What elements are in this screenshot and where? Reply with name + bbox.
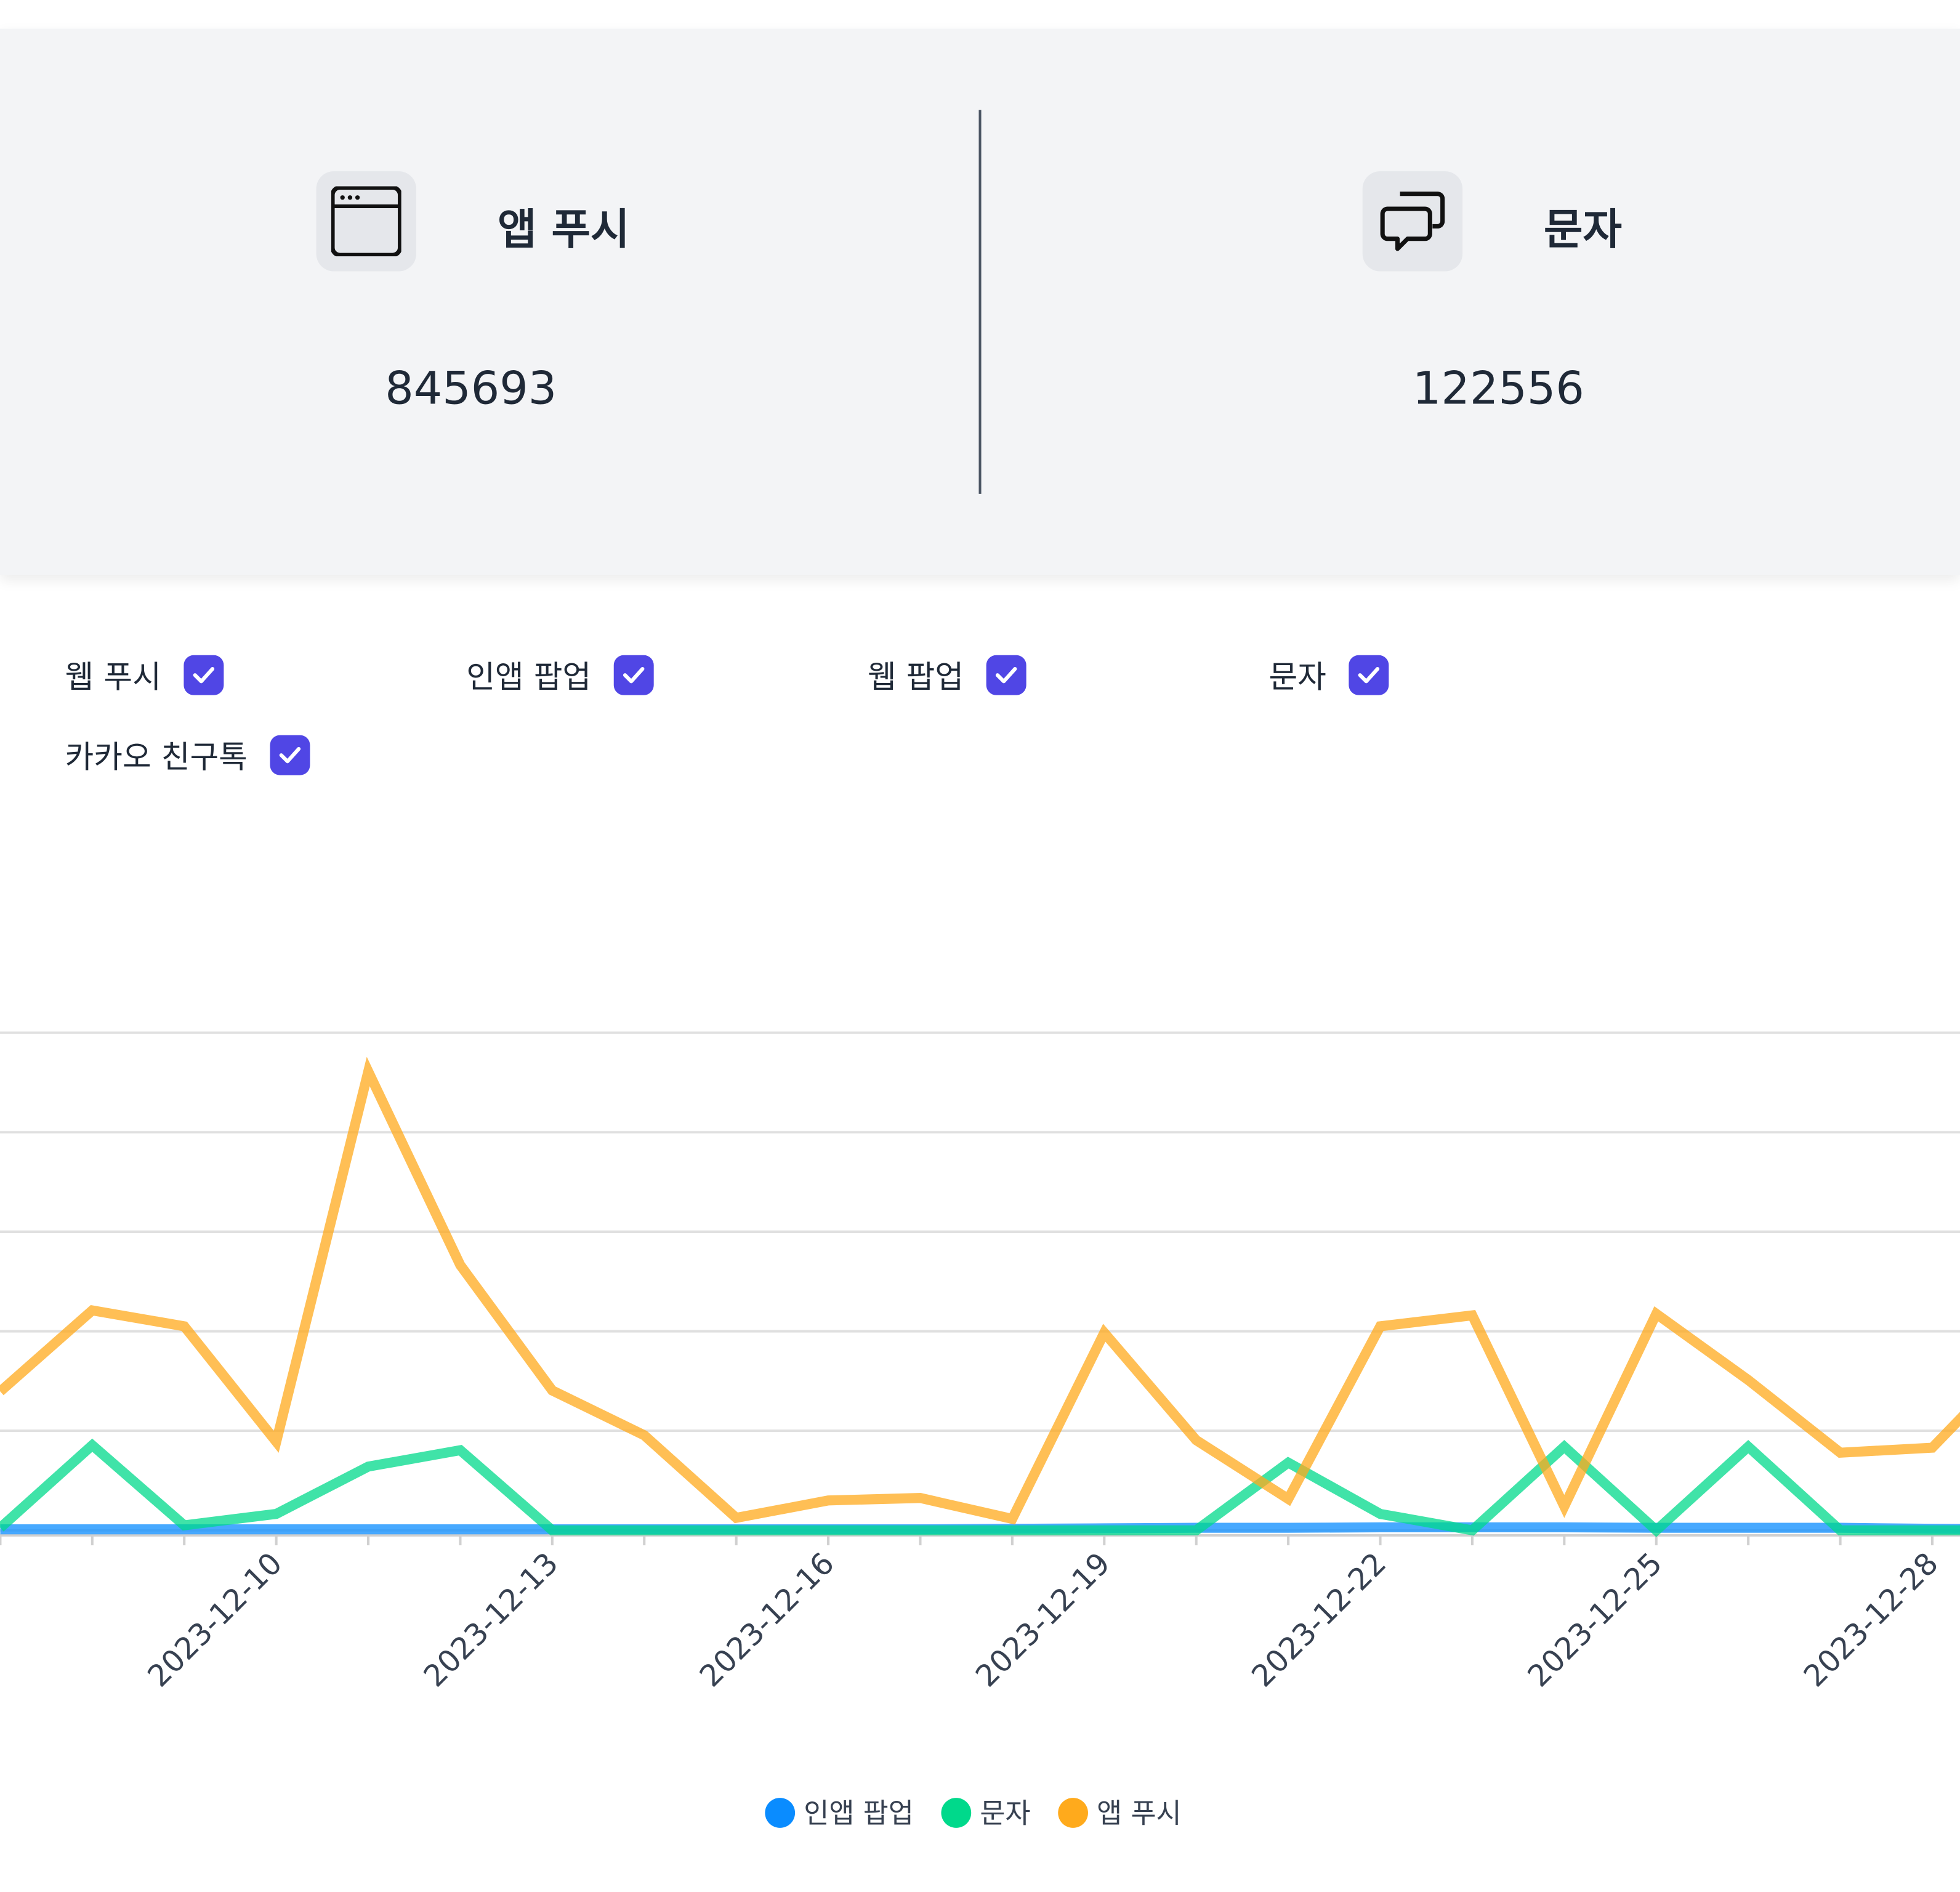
card-icon <box>1362 171 1463 272</box>
card-value: 845693 <box>385 363 557 415</box>
divider <box>978 110 982 494</box>
x-tick-label: 2023-12-19 <box>969 1546 1117 1694</box>
filter-option[interactable]: 문자 <box>1268 653 1389 698</box>
series-line <box>0 1056 1960 1525</box>
filter-label: 카카오 친구톡 <box>65 738 248 775</box>
summary-card: 문자 122556 <box>1000 29 1950 575</box>
filter-label: 인앱 팝업 <box>466 658 592 695</box>
x-tick-label: 2023-12-25 <box>1522 1546 1669 1694</box>
summary-card: 앱 푸시 845693 <box>0 29 950 575</box>
legend-label: 인앱 팝업 <box>804 1798 914 1830</box>
card-icon <box>316 171 416 272</box>
checkbox[interactable] <box>1349 655 1389 695</box>
card-value: 122556 <box>1412 363 1584 415</box>
x-tick-label: 2023-12-13 <box>417 1546 565 1694</box>
filter-option[interactable]: 카카오 친구톡 <box>65 733 310 778</box>
card-label: 문자 <box>1544 204 1623 256</box>
checkbox[interactable] <box>986 655 1026 695</box>
checkbox[interactable] <box>183 655 224 695</box>
x-tick-label: 2023-12-10 <box>141 1546 289 1694</box>
legend-label: 문자 <box>980 1798 1030 1830</box>
legend-marker <box>765 1798 796 1828</box>
checkbox[interactable] <box>613 655 654 695</box>
filter-label: 웹 푸시 <box>65 658 161 695</box>
x-tick-label: 2023-12-28 <box>1797 1546 1945 1694</box>
filter-label: 문자 <box>1268 658 1326 695</box>
filter-option[interactable]: 웹 푸시 <box>65 653 224 698</box>
filter-label: 웹 팝업 <box>867 658 964 695</box>
filter-option[interactable]: 웹 팝업 <box>868 653 1026 698</box>
x-tick-label: 2023-12-22 <box>1245 1546 1393 1694</box>
legend-marker <box>1058 1798 1088 1828</box>
series-line <box>0 1438 1960 1537</box>
filter-option[interactable]: 인앱 팝업 <box>466 653 654 698</box>
summary-panel: 앱 푸시 845693 문자 122556 <box>0 28 1960 575</box>
card-label: 앱 푸시 <box>497 204 630 256</box>
checkbox[interactable] <box>270 735 310 775</box>
x-tick-label: 2023-12-16 <box>693 1546 841 1694</box>
legend-label: 앱 푸시 <box>1097 1798 1181 1830</box>
legend-marker <box>941 1798 972 1828</box>
